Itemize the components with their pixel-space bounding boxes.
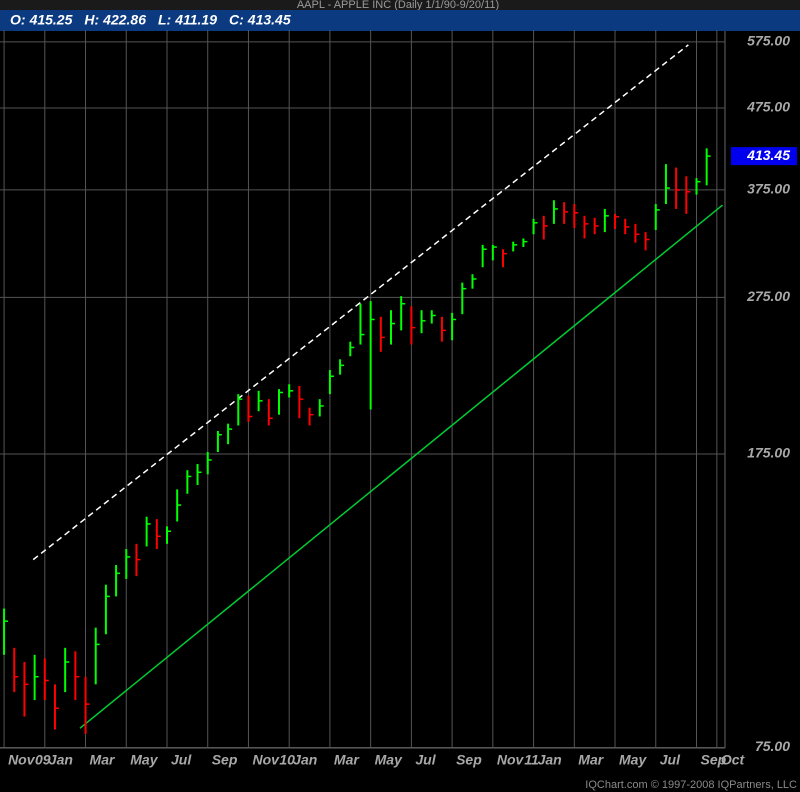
y-tick-label: 75.00	[755, 738, 790, 754]
x-tick-label: Nov	[8, 752, 36, 768]
x-tick-label: Nov	[497, 752, 525, 768]
x-tick-label: Nov	[252, 752, 280, 768]
x-tick-label: Jul	[171, 752, 192, 768]
x-tick-label: Oct	[721, 752, 746, 768]
y-tick-label: 375.00	[747, 181, 790, 197]
trendline	[32, 44, 689, 561]
title-bar	[0, 0, 800, 10]
quote-bar	[0, 10, 800, 31]
x-tick-label: Jan	[538, 752, 562, 768]
y-tick-label: 275.00	[746, 288, 790, 304]
footer: IQChart.com © 1997-2008 IQPartners, LLC	[585, 779, 797, 791]
x-tick-label: Jul	[415, 752, 436, 768]
last-price-label: 413.45	[746, 147, 790, 163]
quote-value: 411.19	[174, 12, 217, 28]
x-tick-label: Mar	[90, 752, 116, 768]
quote: O: 415.25 H: 422.86 L: 411.19 C: 413.45	[10, 12, 291, 28]
quote-value: 422.86	[102, 12, 146, 28]
quote-value: 413.45	[247, 12, 291, 28]
y-tick-label: 175.00	[747, 445, 790, 461]
last-price-box	[731, 147, 797, 166]
quote-label: O:	[10, 12, 26, 28]
x-tick-label: May	[130, 752, 158, 768]
quote-value: 415.25	[29, 12, 73, 28]
y-tick-label: 575.00	[747, 33, 790, 49]
x-year-label: 10	[279, 752, 295, 768]
x-tick-label: May	[619, 752, 647, 768]
y-tick-label: 475.00	[746, 99, 790, 115]
x-tick-label: Jan	[293, 752, 317, 768]
x-year-label: 09	[35, 752, 51, 768]
x-tick-label: Mar	[334, 752, 360, 768]
x-tick-label: Jan	[49, 752, 73, 768]
x-tick-label: Jul	[660, 752, 681, 768]
trendline	[79, 204, 724, 729]
x-tick-label: May	[375, 752, 403, 768]
chart-title: AAPL - APPLE INC (Daily 1/1/90-9/20/11)	[297, 0, 499, 11]
quote-label: C:	[229, 12, 244, 28]
quote-label: H:	[84, 12, 99, 28]
x-year-label: 11	[524, 752, 539, 768]
quote-label: L:	[158, 12, 171, 28]
x-tick-label: Sep	[212, 752, 238, 768]
x-tick-label: Sep	[700, 752, 726, 768]
x-tick-label: Sep	[456, 752, 482, 768]
x-tick-label: Mar	[578, 752, 604, 768]
plot	[0, 30, 725, 748]
